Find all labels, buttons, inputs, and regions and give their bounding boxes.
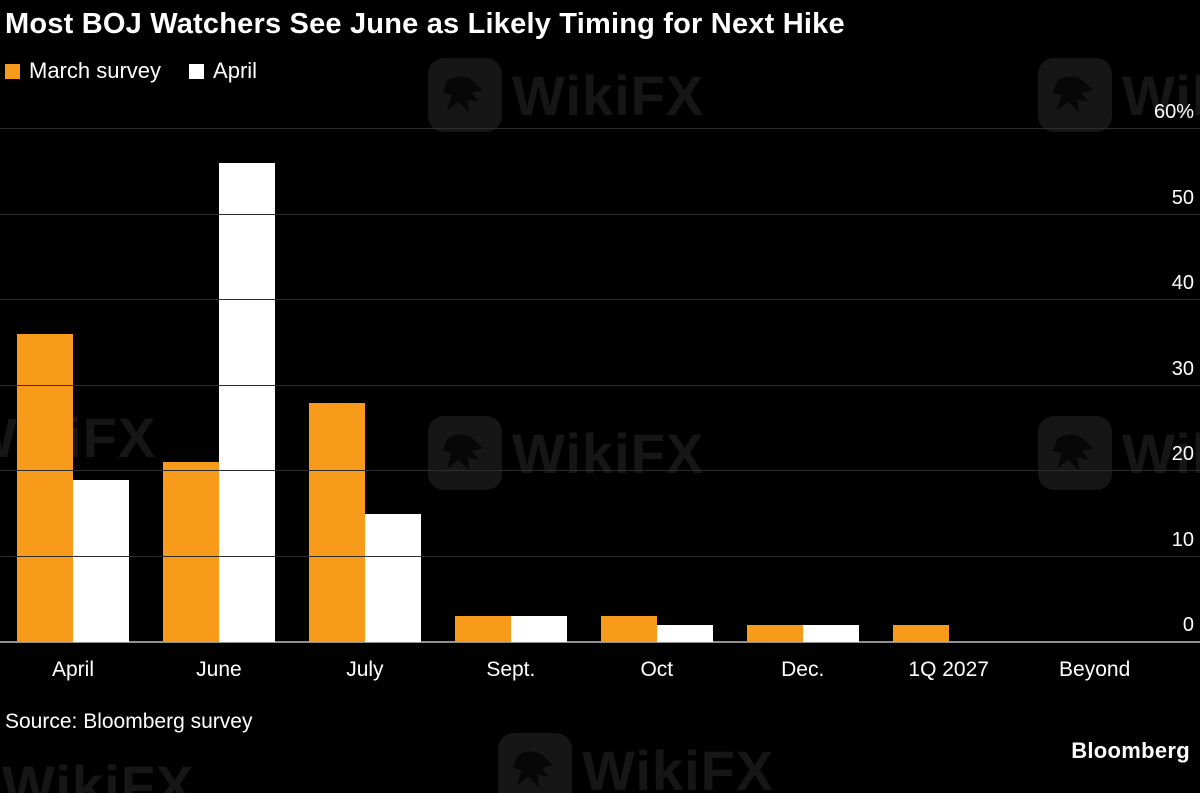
bar-april-dec- — [802, 624, 859, 642]
bar-april-july — [364, 513, 421, 642]
y-tick-label-50: 50 — [1171, 186, 1194, 209]
x-label-april: April — [51, 658, 94, 681]
bar-april-oct — [656, 624, 713, 642]
y-tick-label-10: 10 — [1171, 528, 1194, 551]
gridline-20 — [0, 470, 1200, 471]
bar-march-survey-1q-2027 — [892, 624, 949, 642]
source-note: Source: Bloomberg survey — [5, 710, 253, 733]
bar-april-sept- — [510, 616, 567, 642]
bar-groups — [0, 129, 1168, 642]
bar-group-oct — [584, 129, 730, 642]
march-swatch — [5, 63, 20, 79]
x-label-sept-: Sept. — [486, 658, 536, 681]
y-tick-label-20: 20 — [1171, 443, 1194, 466]
x-label-1q-2027: 1Q 2027 — [908, 658, 989, 681]
legend-label-march: March survey — [29, 58, 162, 83]
plot-area: 0 10 20 30 40 50 60% — [0, 102, 1200, 643]
x-label-beyond: Beyond — [1059, 658, 1131, 681]
x-axis-line — [0, 641, 1200, 643]
legend-item-march: March survey — [5, 58, 161, 84]
bloomberg-logo: Bloomberg — [1071, 738, 1190, 763]
x-axis-labels: April June July Sept. Oct Dec. 1Q 2027 Beyond — [0, 658, 1168, 682]
x-label-july: July — [346, 658, 384, 681]
legend-label-april: April — [213, 58, 258, 83]
bar-april-april — [72, 479, 129, 642]
gridline-40 — [0, 299, 1200, 300]
gridline-50 — [0, 213, 1200, 215]
y-tick-label-60: 60% — [1153, 101, 1194, 123]
april-swatch — [189, 63, 205, 79]
bar-group-beyond — [1022, 129, 1168, 642]
bar-march-survey-dec- — [746, 624, 803, 642]
x-label-dec-: Dec. — [781, 658, 825, 681]
bar-march-survey-july — [308, 402, 365, 642]
y-tick-label-40: 40 — [1171, 272, 1194, 295]
bar-group-dec- — [730, 129, 876, 642]
legend-item-april: April — [189, 58, 257, 84]
bar-group-1q-2027 — [876, 129, 1022, 642]
x-label-oct: Oct — [640, 658, 674, 681]
chart-title: Most BOJ Watchers See June as Likely Tim… — [5, 8, 845, 40]
gridline-60 — [0, 128, 1200, 129]
y-tick-label-0: 0 — [1182, 614, 1194, 636]
gridline-10 — [0, 555, 1200, 557]
bar-march-survey-oct — [600, 616, 657, 642]
bar-group-sept- — [438, 129, 584, 642]
bar-march-survey-sept- — [454, 616, 511, 642]
y-tick-label-30: 30 — [1171, 357, 1194, 380]
bar-group-june — [146, 129, 292, 642]
legend: March survey April — [5, 57, 1200, 85]
bar-march-survey-june — [162, 462, 219, 642]
bar-group-july — [292, 129, 438, 642]
bar-march-survey-april — [16, 334, 73, 642]
x-label-june: June — [196, 658, 242, 681]
bar-april-june — [218, 163, 275, 642]
bar-group-april — [0, 129, 146, 642]
gridline-30 — [0, 384, 1200, 386]
